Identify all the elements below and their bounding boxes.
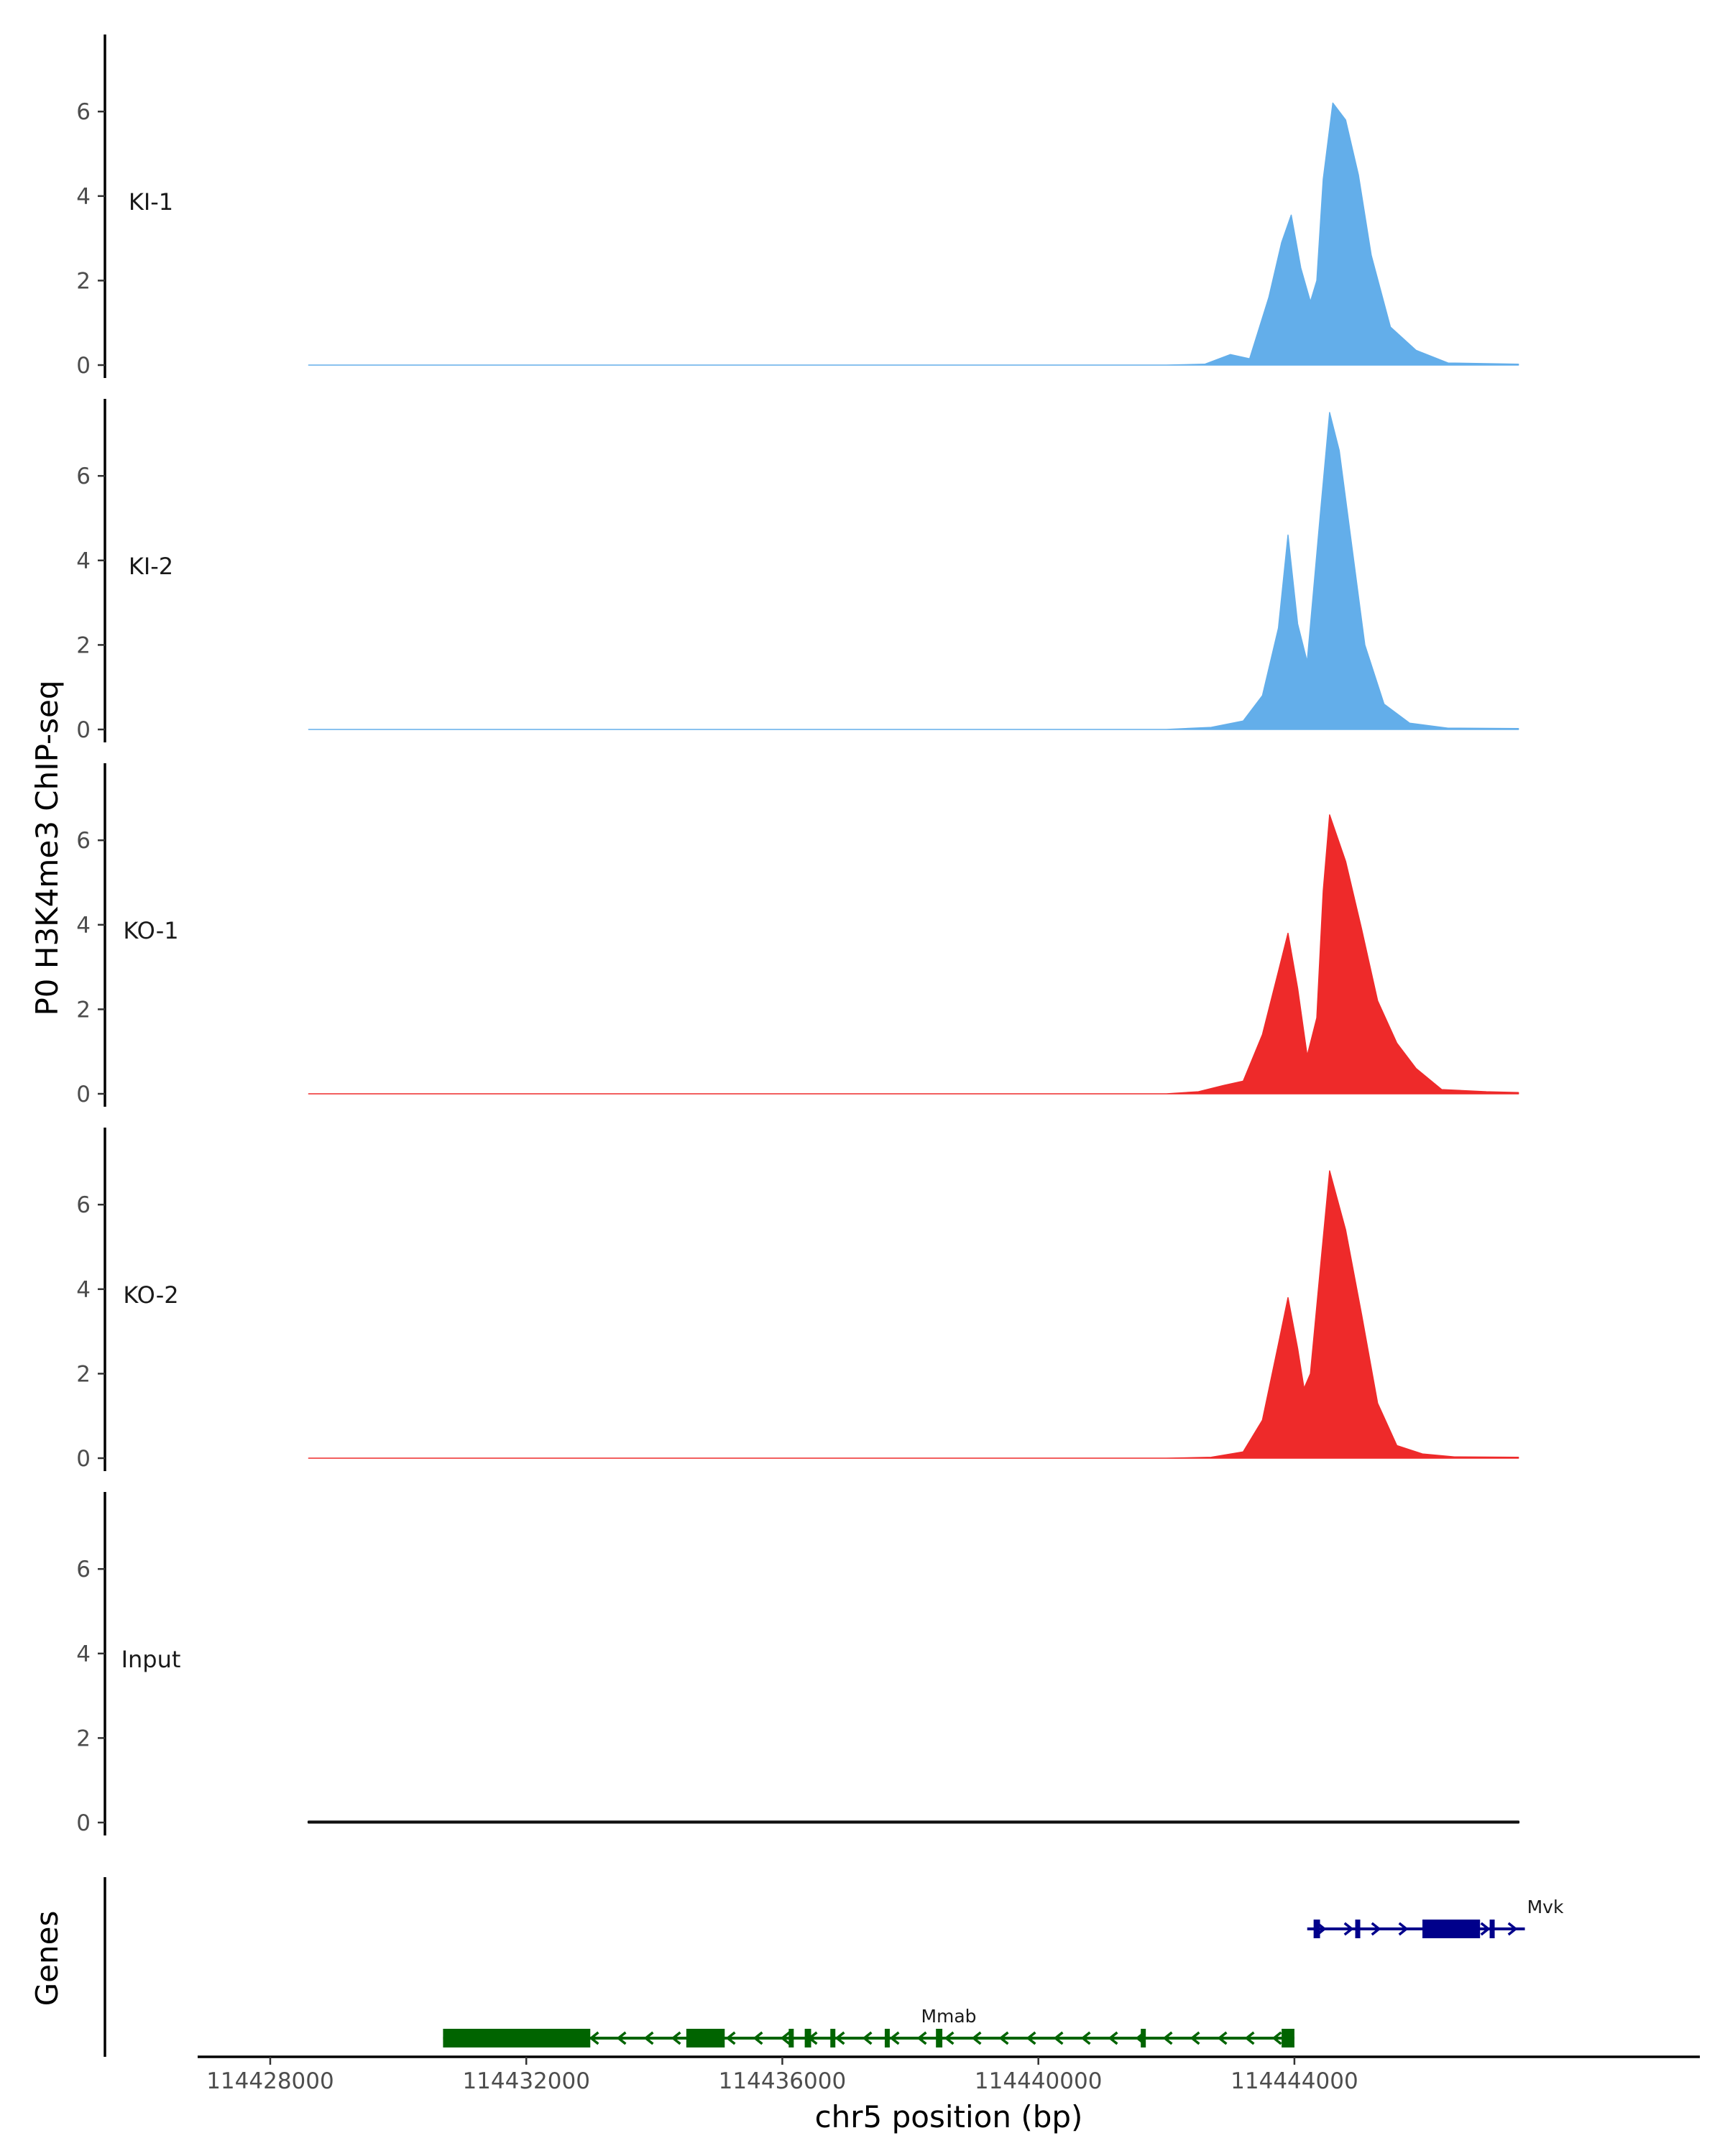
gene-name-label: Mvk [1527,1897,1564,1917]
x-tick-label: 114428000 [206,2068,334,2094]
gene-mmab: Mmab [443,2006,1294,2047]
strand-arrow [1053,2031,1064,2045]
exon [443,2029,591,2047]
x-tick-label: 114440000 [975,2068,1103,2094]
y-tick-label: 4 [76,913,91,939]
strand-arrow [862,2031,873,2045]
exon [1313,1920,1320,1938]
exon [804,2029,811,2047]
strand-arrow [1507,1922,1518,1936]
track-label: KI-2 [129,553,173,580]
strand-arrow [1108,2031,1118,2045]
strand-arrow [780,2031,791,2045]
y-tick-label: 0 [76,353,91,379]
strand-arrow [643,2031,654,2045]
exon [1141,2029,1146,2047]
coverage-tracks: 0 2 4 6 KI-1 0 2 4 6 KI-2 0 2 4 6 KO-1 0 2 4 6 KO-2 0 2 4 6 Inpu… [76,34,1520,1836]
track-label: KI-1 [129,188,173,216]
track-ko-1: 0 2 4 6 KO-1 [76,763,1519,1107]
y-tick-label: 2 [76,268,91,294]
strand-arrow [889,2031,900,2045]
coverage-area-ko-2 [308,1170,1519,1459]
y-tick-label: 6 [76,828,91,854]
gene-name-label: Mmab [921,2006,976,2027]
strand-arrow [1162,2031,1173,2045]
gene-mvk: Mvk [1307,1897,1564,1938]
strand-arrow [1398,1922,1409,1936]
x-tick-label: 114436000 [719,2068,847,2094]
y-tick-label: 6 [76,99,91,125]
strand-arrow [1026,2031,1036,2045]
coverage-area-ki-2 [308,412,1519,730]
exon [1355,1920,1361,1938]
exon [1282,2029,1294,2047]
y-tick-label: 0 [76,717,91,743]
strand-arrow [1190,2031,1200,2045]
strand-arrow [1217,2031,1228,2045]
track-input: 0 2 4 6 Input [76,1492,1520,1836]
y-axis-title: P0 H3K4me3 ChIP-seq [29,680,65,1015]
genes-track-title: Genes [29,1911,65,2007]
coverage-area-ko-1 [308,814,1519,1095]
track-label: Input [121,1646,181,1673]
strand-arrow [1480,1922,1491,1936]
y-tick-label: 6 [76,464,91,489]
x-tick-label: 114432000 [462,2068,590,2094]
y-tick-label: 0 [76,1446,91,1472]
y-tick-label: 4 [76,1641,91,1667]
x-axis: 114428000 114432000 114436000 114440000 1144… [198,2055,1700,2094]
exon [788,2029,794,2047]
exon [884,2029,890,2047]
coverage-area-ki-1 [308,102,1519,366]
y-tick-label: 2 [76,632,91,658]
y-tick-label: 4 [76,184,91,210]
strand-arrow [753,2031,763,2045]
x-tick-label: 114444000 [1230,2068,1358,2094]
y-tick-label: 6 [76,1557,91,1583]
track-ko-2: 0 2 4 6 KO-2 [76,1128,1519,1472]
strand-arrow [944,2031,954,2045]
strand-arrow [971,2031,982,2045]
y-tick-label: 2 [76,1726,91,1751]
strand-arrow [1080,2031,1091,2045]
exon [1422,1920,1481,1938]
y-tick-label: 4 [76,548,91,574]
y-tick-label: 6 [76,1192,91,1218]
track-label: KO-1 [123,917,178,944]
strand-arrow [1244,2031,1255,2045]
genes-track: Mmab Mvk [104,1877,1564,2057]
strand-arrow [1271,2031,1282,2045]
strand-arrow [725,2031,736,2045]
x-axis-title: chr5 position (bp) [815,2099,1083,2134]
track-ki-1: 0 2 4 6 KI-1 [76,34,1519,379]
coverage-area-input [307,1820,1520,1824]
y-tick-label: 4 [76,1277,91,1303]
strand-arrow [834,2031,845,2045]
strand-arrow [916,2031,927,2045]
y-tick-label: 2 [76,997,91,1023]
track-label: KO-2 [123,1281,178,1309]
exon [686,2029,725,2047]
strand-arrow [998,2031,1009,2045]
exon [830,2029,836,2047]
y-tick-label: 2 [76,1361,91,1387]
y-tick-label: 0 [76,1810,91,1836]
strand-arrow [671,2031,681,2045]
strand-arrow [1343,1922,1354,1936]
strand-arrow [1371,1922,1381,1936]
y-tick-label: 0 [76,1082,91,1107]
strand-arrow [616,2031,627,2045]
track-ki-2: 0 2 4 6 KI-2 [76,399,1519,743]
strand-arrow [589,2031,599,2045]
exon [1489,1920,1495,1938]
exon [936,2029,943,2047]
